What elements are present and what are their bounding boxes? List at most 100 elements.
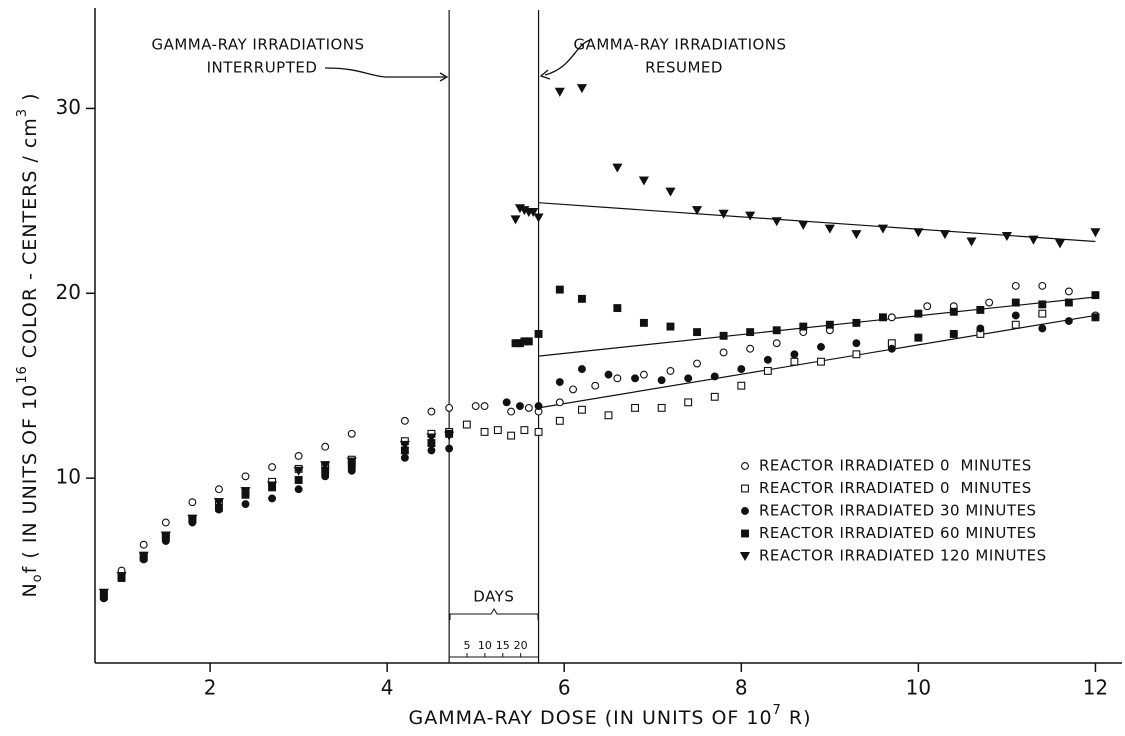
point [631,403,640,412]
days-brace [449,608,539,620]
point [267,481,278,491]
x-label-part: R) [782,707,812,729]
point [116,572,127,582]
point [666,322,675,331]
point [577,365,586,374]
point [554,87,565,97]
annotation: INTERRUPTED [207,59,318,77]
point [241,472,250,481]
point [240,487,251,497]
point [321,442,330,451]
point [877,224,889,234]
arrow [544,39,591,76]
legend-label: REACTOR IRRADIATED 0 MINUTES [759,479,1032,497]
point [462,420,471,429]
point [763,366,772,375]
point [1064,298,1073,307]
point [524,403,533,412]
point [569,385,578,394]
annotation: RESUMED [645,59,723,77]
arrowhead [539,69,551,80]
point [160,531,171,541]
point [691,206,703,216]
arrowhead [439,72,449,82]
point [1028,235,1039,245]
x-label-part: GAMMA-RAY DOSE (IN UNITS OF 10 [409,707,773,729]
point [502,398,511,407]
point [1038,309,1047,318]
point [737,365,746,374]
point [719,331,728,340]
x-tick-label: 10 [906,676,931,700]
fit-line [538,314,1096,409]
point [445,444,454,453]
y-label-part: N [19,582,41,597]
point [1091,291,1100,300]
point [427,407,436,416]
point [1038,281,1047,290]
point [851,230,862,240]
y-label-part: f ( IN UNITS OF 10 [19,384,41,574]
fit-line [538,296,1096,357]
point [985,298,994,307]
point [1064,317,1073,325]
point [1090,228,1101,238]
point [241,500,250,508]
days-tick-label: 5 [464,639,471,652]
days-tick-label: 20 [514,639,528,652]
point [604,411,613,420]
point [577,294,586,303]
y-axis-label: Nof ( IN UNITS OF 1016 COLOR - CENTERS /… [15,92,45,597]
point [400,416,409,425]
x-label-sup: 7 [773,703,782,718]
point [520,426,529,435]
point [745,211,756,221]
point [534,427,543,436]
x-tick-label: 12 [1083,676,1108,700]
point [746,344,755,353]
point [294,476,303,484]
point [613,374,622,383]
point [949,307,958,316]
point [852,318,861,327]
point [138,551,149,561]
point [555,378,564,386]
point [1001,231,1012,242]
point [976,305,985,314]
y-tick-label: 20 [56,280,81,304]
point [710,372,719,381]
point [639,370,648,379]
point [772,326,781,335]
point [507,431,516,440]
point [161,518,170,527]
point [1011,320,1020,329]
point [213,498,225,508]
x-axis-label: GAMMA-RAY DOSE (IN UNITS OF 107 R) [409,703,812,729]
point [591,381,600,390]
days-tick-label: 15 [496,639,510,652]
point [790,350,799,359]
point [771,217,782,227]
point [737,381,746,390]
point [187,514,198,524]
point [718,209,729,219]
point [1011,311,1020,320]
y-label-sub: o [30,573,45,582]
point [533,213,544,223]
point [516,402,524,410]
point [534,402,543,410]
point [613,304,622,313]
point [426,433,437,443]
point [790,357,799,366]
x-tick-label: 6 [558,676,571,700]
point [772,339,781,348]
point [1054,239,1066,249]
point [612,163,623,173]
point [98,588,109,598]
point [507,407,516,416]
point [693,328,701,337]
point [1038,300,1047,309]
y-label-part: COLOR - CENTERS / cm [19,117,41,365]
point [347,429,356,438]
